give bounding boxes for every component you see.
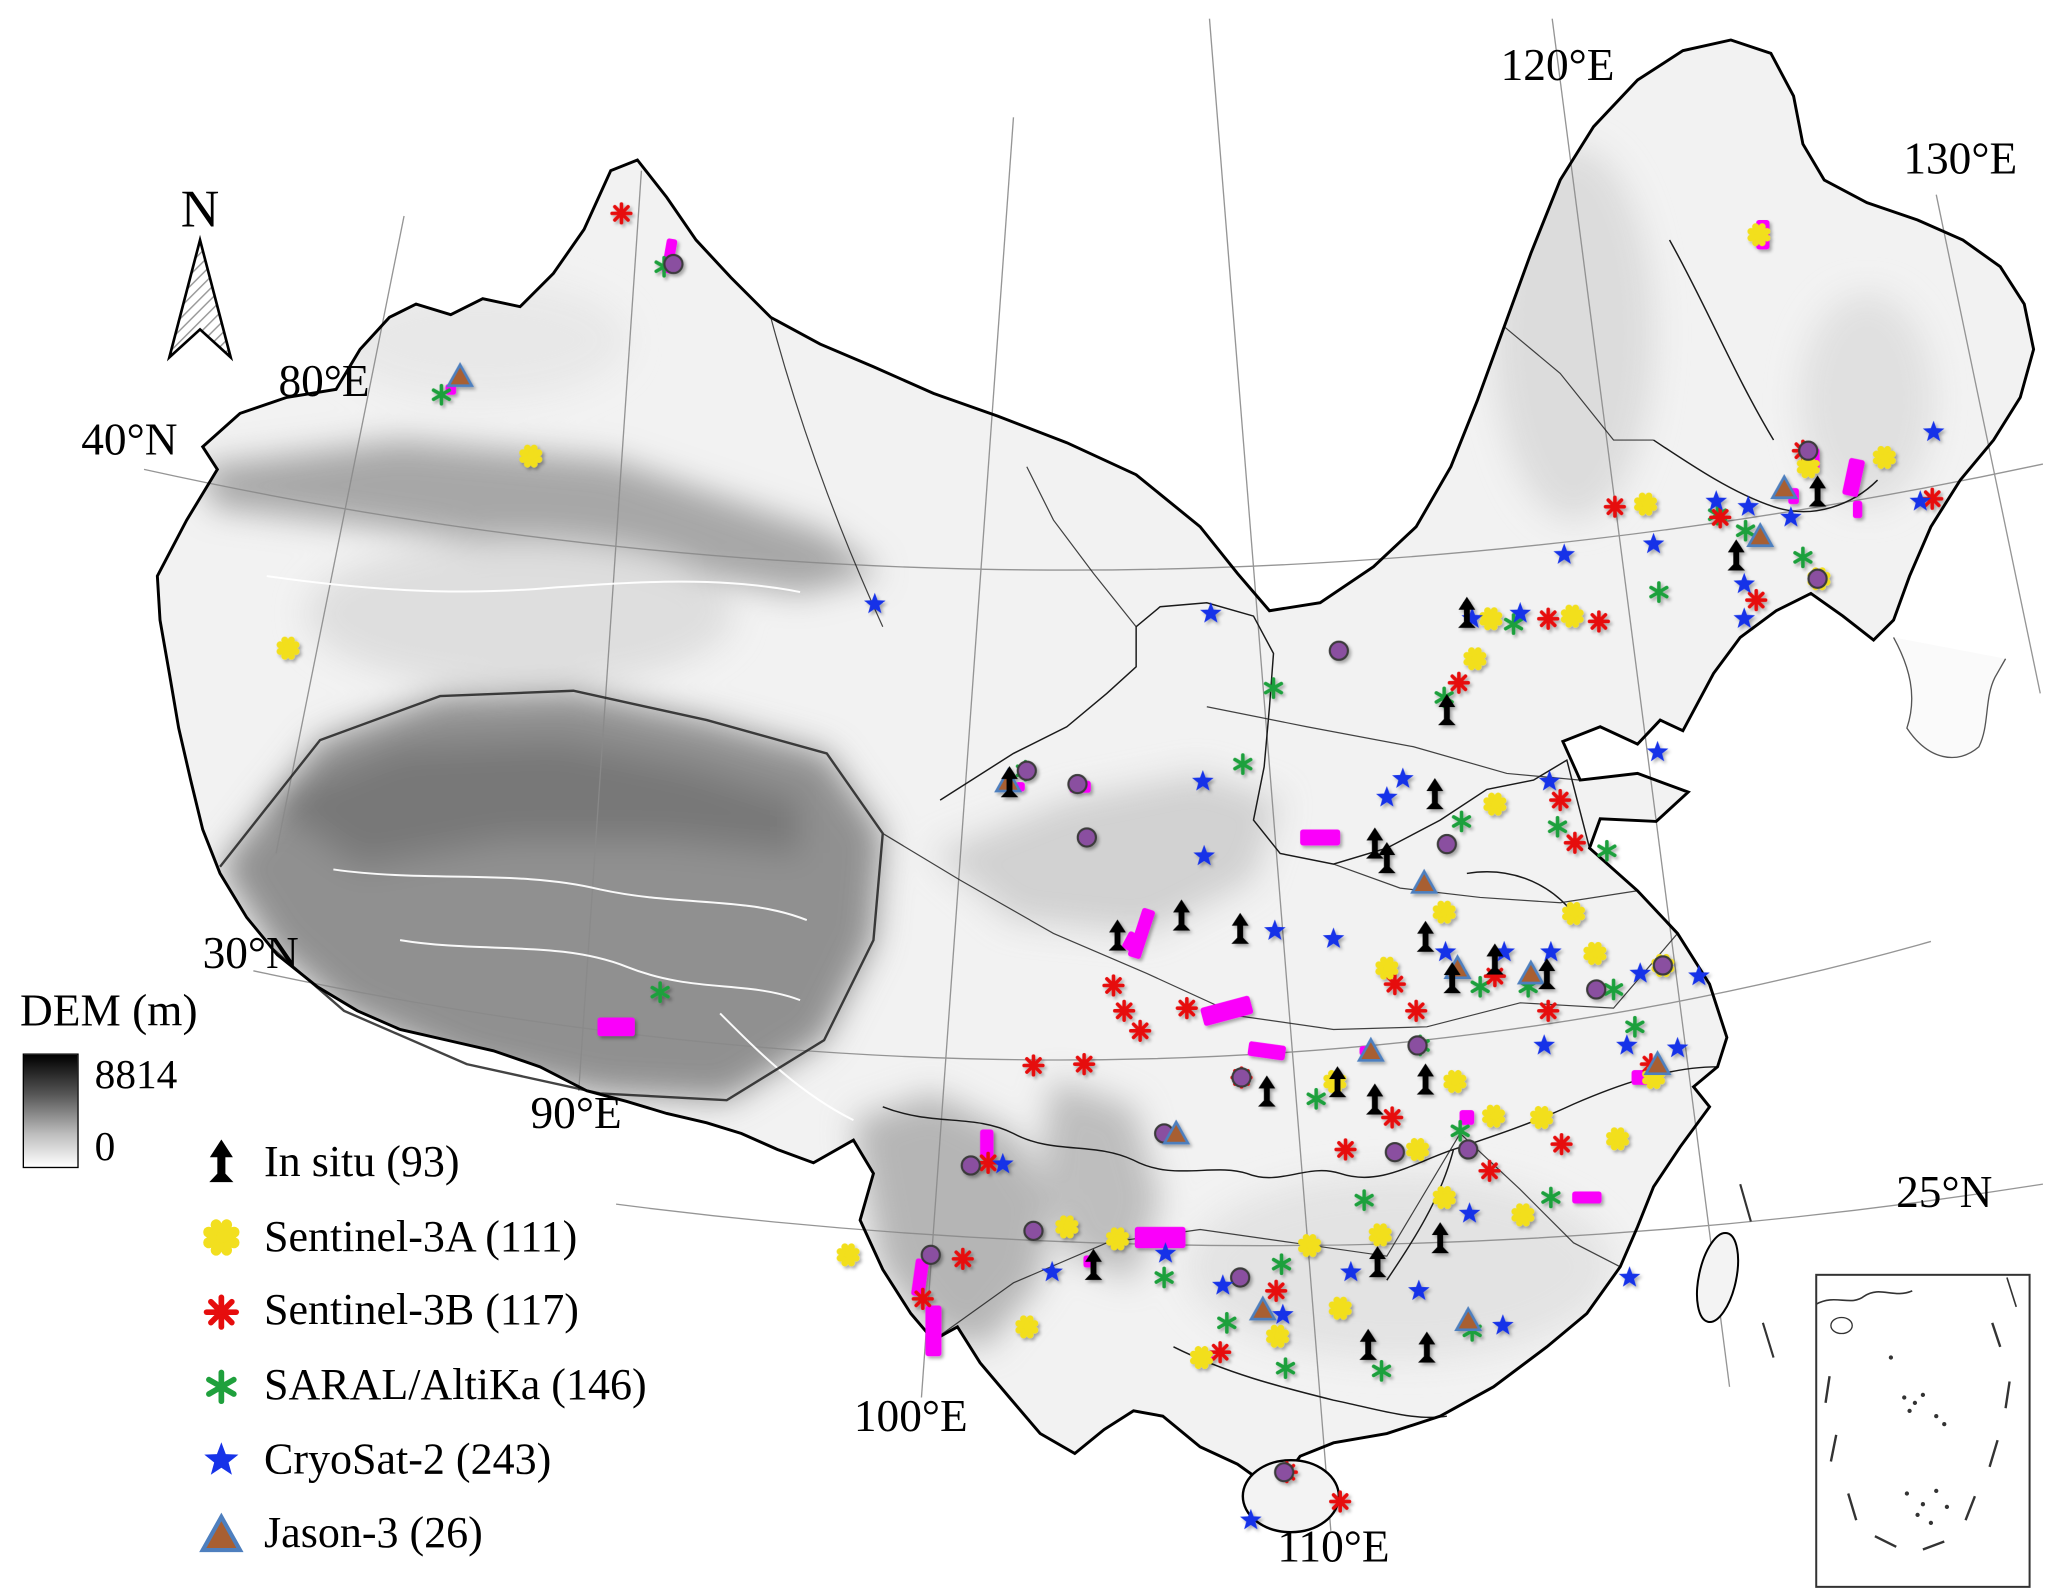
- taiwan-island: [1695, 1231, 1740, 1324]
- legend-label: Jason-3 (26): [264, 1509, 483, 1558]
- dem-legend: DEM (m) 8814 0: [20, 987, 273, 1214]
- legend-label: Sentinel-3B (117): [264, 1287, 579, 1336]
- basin-boundaries: [219, 317, 1678, 1341]
- compass-needle-icon: [166, 234, 234, 362]
- south-china-sea-inset: [1815, 1273, 2031, 1588]
- dem-legend-title: DEM (m): [20, 986, 198, 1037]
- series-in-situ-markers: [1000, 475, 1827, 1363]
- korea-outline: [1892, 637, 2007, 759]
- legend-item-cryosat: CryoSat-2 (243): [195, 1423, 647, 1497]
- sentinel-3a-marker-icon: [203, 1219, 240, 1257]
- sentinel-3b-marker-icon: [203, 1294, 239, 1330]
- china-border: [155, 38, 2036, 1508]
- graticule: [143, 18, 2044, 1531]
- legend-item-saral: SARAL/AltiKa (146): [195, 1349, 647, 1423]
- rivers: [882, 239, 1879, 1419]
- legend-label: ICESat-2 (147): [264, 1584, 534, 1590]
- legend-item-icesat2: ICESat-2 (147): [195, 1572, 647, 1590]
- map-legend: In situ (93) Sentinel-3A (111) Sentinel-3B…: [195, 1127, 647, 1590]
- legend-label: SARAL/AltiKa (146): [264, 1361, 647, 1410]
- nine-dash-line: [1824, 1322, 2011, 1551]
- series-jason3-markers: [446, 361, 1799, 1332]
- saral-marker-icon: [206, 1369, 237, 1404]
- dem-gradient-bar: [22, 1053, 79, 1169]
- legend-item-jason3: Jason-3 (26): [195, 1497, 647, 1571]
- jason3-marker-icon: [199, 1512, 244, 1552]
- dem-max-value: 8814: [94, 1050, 178, 1098]
- dem-min-value: 0: [94, 1122, 116, 1170]
- island-dots: [1888, 1355, 1950, 1525]
- legend-label: CryoSat-2 (243): [264, 1435, 552, 1484]
- series-icesat2-markers: [663, 253, 1828, 1483]
- legend-item-sentinel-3b: Sentinel-3B (117): [195, 1275, 647, 1349]
- plateau-rivers: [266, 575, 854, 1122]
- station-markers: [276, 202, 1945, 1530]
- series-saral-markers: [431, 255, 1813, 1382]
- legend-item-in-situ: In situ (93): [195, 1127, 647, 1201]
- north-label: N: [181, 179, 220, 239]
- series-sentinel-3a-markers: [276, 223, 1896, 1369]
- legend-label: In situ (93): [264, 1139, 460, 1188]
- icesat2-marker-icon: [196, 1583, 247, 1590]
- dash-line-segments: [1739, 1183, 1775, 1358]
- in-situ-marker-icon: [209, 1139, 234, 1182]
- legend-item-sentinel-3a: Sentinel-3A (111): [195, 1201, 647, 1275]
- cryosat-marker-icon: [204, 1442, 239, 1475]
- north-arrow: N: [166, 179, 234, 362]
- legend-label: Sentinel-3A (111): [264, 1213, 578, 1262]
- series-cryosat-markers: [864, 420, 1945, 1530]
- china-terrain: [157, 40, 2034, 1505]
- islands: [1241, 1231, 1740, 1534]
